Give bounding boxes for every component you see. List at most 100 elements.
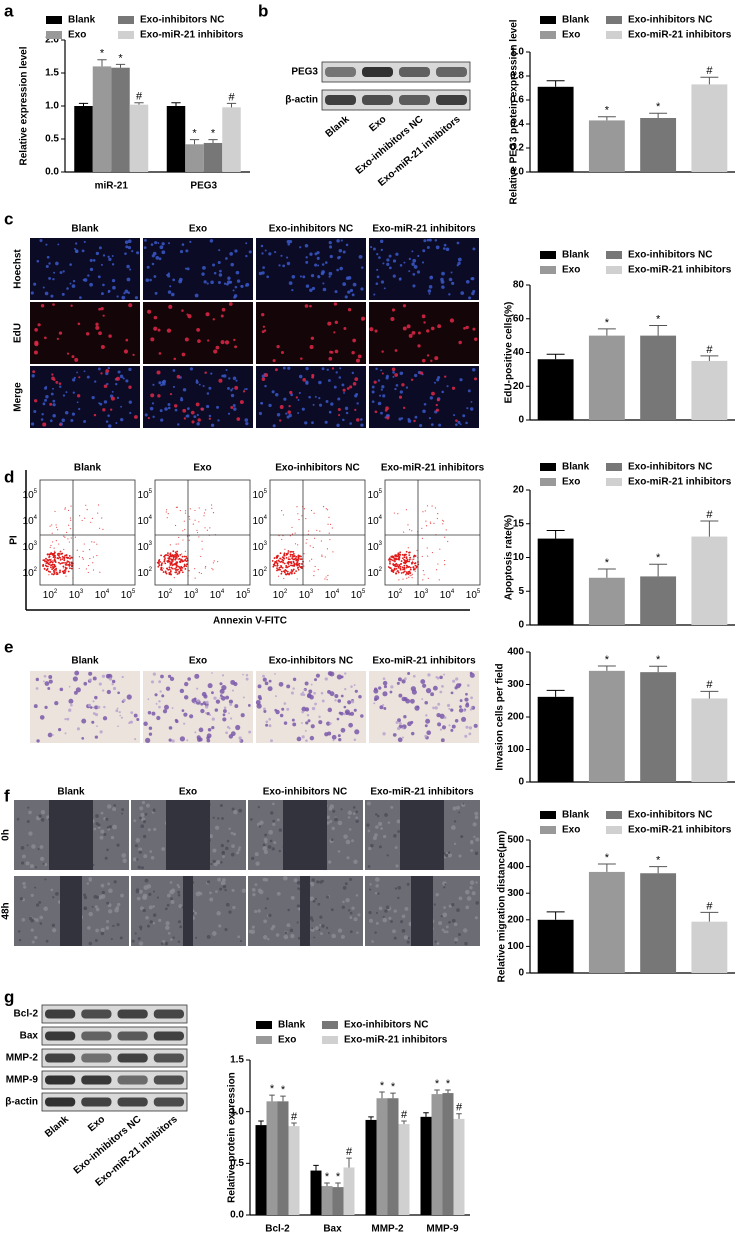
cell (470, 849, 473, 852)
cell (443, 906, 446, 909)
cell (459, 378, 462, 381)
cell (153, 252, 157, 256)
cell (347, 290, 350, 293)
cell (289, 391, 292, 394)
event (412, 561, 413, 562)
cell (88, 672, 92, 676)
event (295, 570, 297, 572)
cell (89, 942, 93, 946)
cell (34, 887, 36, 889)
cell (398, 418, 401, 421)
cell (302, 275, 305, 278)
cell (149, 279, 152, 282)
cell (294, 878, 298, 882)
cell (425, 719, 430, 724)
cell (449, 724, 451, 726)
event (89, 549, 90, 550)
cell (252, 925, 255, 928)
cell (107, 256, 109, 258)
event (310, 545, 311, 546)
y-tick-label: 102 (138, 567, 153, 579)
error-bar (190, 140, 199, 145)
cell (423, 321, 425, 323)
cell (144, 239, 147, 242)
cell (103, 315, 105, 317)
cell (238, 848, 241, 851)
cell (175, 409, 178, 412)
cell (267, 938, 269, 940)
cell (281, 351, 284, 354)
event (292, 558, 294, 560)
cell (125, 379, 128, 382)
cell (319, 916, 322, 919)
cell (471, 277, 474, 280)
cell (82, 249, 85, 252)
cell (474, 812, 478, 816)
event (169, 562, 171, 564)
cell (429, 239, 432, 242)
error-bar (171, 103, 180, 106)
event (50, 545, 51, 546)
cell (41, 304, 44, 307)
cell (308, 719, 311, 722)
event (184, 560, 186, 562)
error-bar (598, 117, 616, 121)
event (52, 564, 54, 566)
cell (145, 738, 150, 743)
event (300, 567, 302, 569)
cell (297, 412, 299, 414)
cell (407, 940, 410, 943)
y-tick-label: 102 (253, 567, 268, 579)
event (54, 548, 55, 549)
scratch-gap (60, 876, 82, 946)
cell (104, 385, 107, 388)
event (63, 536, 64, 537)
cell (326, 895, 329, 898)
cell (403, 407, 405, 409)
cell (242, 674, 244, 676)
legend-swatch (540, 251, 556, 259)
cell (421, 698, 423, 700)
cell (45, 681, 50, 686)
cell (107, 826, 110, 829)
cell (160, 675, 164, 679)
cell (441, 685, 444, 688)
cell (209, 891, 212, 894)
event (416, 566, 418, 568)
cell (153, 673, 156, 676)
band (325, 67, 356, 77)
event (71, 537, 72, 538)
cell (384, 813, 388, 817)
cell (348, 909, 350, 911)
cell (438, 424, 441, 427)
event (390, 556, 392, 558)
cell (71, 355, 74, 358)
cell (373, 247, 376, 250)
cell (111, 683, 113, 685)
cell (341, 808, 343, 810)
cell (448, 293, 450, 295)
event (272, 566, 274, 568)
error-bar (227, 103, 236, 107)
cell (465, 326, 468, 329)
cell (93, 259, 96, 262)
cell (381, 350, 383, 352)
cell (287, 262, 290, 265)
cell (454, 686, 457, 689)
tick-base: 10 (299, 590, 311, 601)
event (413, 566, 415, 568)
y-tick-label: 105 (368, 489, 383, 501)
event (301, 563, 303, 565)
cell (330, 402, 333, 405)
cell (308, 689, 312, 693)
event (184, 556, 186, 558)
cell (221, 315, 224, 318)
cell (264, 329, 266, 331)
cell (383, 835, 386, 838)
cell (386, 263, 389, 266)
significance-mark: * (391, 1081, 396, 1093)
cell (395, 887, 397, 889)
event (444, 537, 445, 538)
event (290, 556, 291, 557)
lane-label: Exo (367, 114, 388, 134)
